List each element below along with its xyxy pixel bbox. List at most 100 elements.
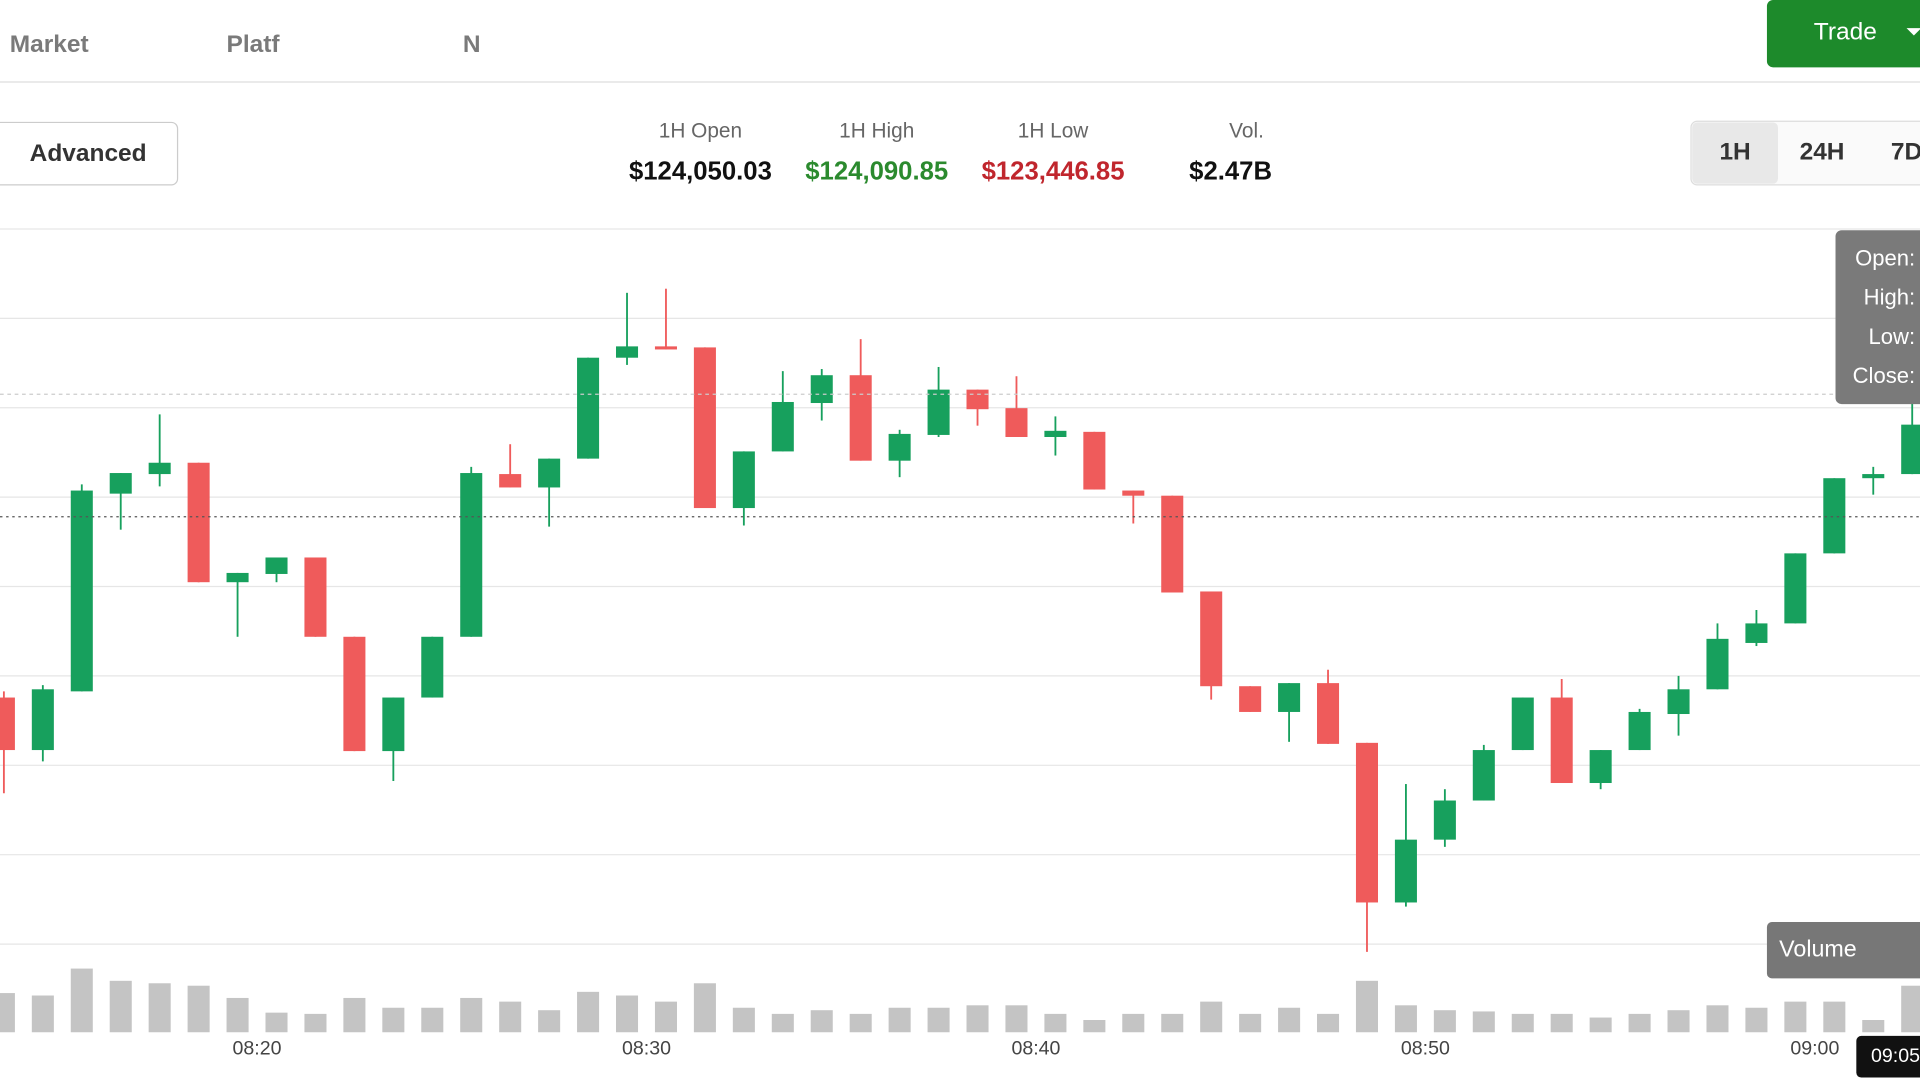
timeframe[interactable]: 1H — [1719, 139, 1750, 166]
candle-body — [1511, 697, 1534, 751]
volume-bar — [1355, 980, 1378, 1033]
tooltip-label: Low: — [1869, 324, 1916, 349]
nav-bar — [0, 0, 1920, 83]
candle-body — [888, 433, 911, 461]
volume-bar — [304, 1013, 327, 1033]
candle-body — [1589, 750, 1612, 784]
volume-bar — [1005, 1005, 1028, 1033]
candle-body — [1862, 474, 1885, 479]
tooltip-label: Open: — [1855, 245, 1915, 270]
volume-bar — [1511, 1013, 1534, 1033]
volume-bar — [538, 1010, 561, 1033]
volume-bar — [1161, 1013, 1184, 1033]
candles — [0, 288, 1920, 952]
candle-body — [1667, 689, 1690, 715]
volume-bar — [1200, 1001, 1223, 1033]
tooltip-label: High: — [1864, 285, 1915, 310]
volume-bar — [966, 1005, 989, 1033]
candle-body — [1083, 431, 1106, 490]
candle-body — [615, 346, 639, 358]
volume-bar — [148, 983, 171, 1033]
volume-bar — [888, 1007, 911, 1033]
candle-body — [577, 357, 600, 459]
candle-body — [927, 389, 950, 435]
candle-body — [1122, 490, 1145, 496]
grid — [0, 228, 1920, 945]
volume-bar — [654, 1001, 677, 1033]
volume-bar — [1862, 1020, 1885, 1033]
candle-body — [382, 697, 405, 752]
volume-bar — [732, 1007, 755, 1033]
candle-body — [1394, 839, 1417, 903]
volume-bar — [460, 997, 483, 1033]
volume-tag — [1766, 922, 1920, 979]
tooltip-label: Close: — [1853, 363, 1915, 388]
volume-bar — [1394, 1005, 1417, 1033]
nav-item[interactable]: Platf — [227, 31, 281, 58]
volume-bar — [693, 983, 716, 1033]
x-tick-label: 08:20 — [233, 1038, 282, 1060]
candle-body — [499, 474, 522, 488]
candle-body — [1745, 623, 1768, 643]
candle-body — [304, 557, 327, 637]
candle-body — [1706, 638, 1729, 690]
volume-bar — [1044, 1013, 1067, 1033]
volume-bar — [499, 1001, 522, 1033]
volume-bar — [927, 1007, 950, 1033]
x-axis: 08:20 08:30 08:40 08:50 09:00 — [233, 1038, 1840, 1060]
candle-body — [538, 458, 561, 488]
candle-body — [1472, 750, 1495, 801]
candle-body — [1628, 711, 1651, 751]
candle-body — [109, 473, 132, 494]
volume-bar — [810, 1010, 833, 1033]
volume-bar — [1667, 1010, 1690, 1033]
nav-item[interactable]: Market — [10, 31, 89, 58]
mode-label: Advanced — [30, 140, 147, 167]
volume-bar — [1745, 1007, 1768, 1033]
volume-bar — [1901, 985, 1920, 1033]
candle-body — [1550, 697, 1573, 784]
timeframe[interactable]: 24H — [1800, 139, 1845, 166]
candle-body — [1317, 683, 1340, 744]
stat-value: $124,090.85 — [805, 157, 948, 185]
x-tick-label: 08:50 — [1401, 1038, 1450, 1060]
candle-body — [421, 636, 444, 698]
volume-bar — [1083, 1020, 1106, 1033]
stat-label: 1H Open — [659, 120, 742, 143]
volume-bar — [1317, 1013, 1340, 1033]
candle-body — [966, 389, 989, 410]
volume-bar — [343, 997, 366, 1033]
nav-item[interactable]: N — [463, 31, 481, 58]
volume-bar — [382, 1007, 405, 1033]
volume-bar — [0, 993, 15, 1033]
volume-bar — [187, 985, 210, 1033]
candle-body — [771, 401, 794, 452]
timeframe[interactable]: 7D — [1891, 139, 1920, 166]
time-badge-label: 09:05 — [1871, 1045, 1920, 1067]
candle-body — [810, 375, 833, 404]
mode-button[interactable] — [0, 121, 179, 186]
candle-body — [1278, 683, 1301, 712]
volume-bar — [1278, 1007, 1301, 1033]
volume-bar — [265, 1012, 288, 1033]
ohlc-tooltip — [1835, 230, 1920, 405]
volume-bars — [0, 968, 1920, 1033]
volume-bar — [1239, 1013, 1262, 1033]
volume-bar — [31, 995, 54, 1033]
candle-body — [0, 697, 15, 751]
volume-bar — [1784, 1001, 1807, 1033]
volume-bar — [421, 1007, 444, 1033]
volume-bar — [226, 997, 249, 1033]
x-tick-label: 08:40 — [1011, 1038, 1060, 1060]
volume-bar — [70, 968, 93, 1033]
volume-bar — [771, 1013, 794, 1033]
candle-body — [1823, 478, 1846, 554]
trade-button[interactable] — [1766, 0, 1920, 68]
candle-body — [732, 451, 755, 509]
volume-label: Volume — [1779, 935, 1857, 961]
volume-bar — [1433, 1010, 1456, 1033]
volume-bar — [849, 1013, 872, 1033]
candle-body — [343, 636, 366, 752]
candle-body — [1784, 553, 1807, 624]
